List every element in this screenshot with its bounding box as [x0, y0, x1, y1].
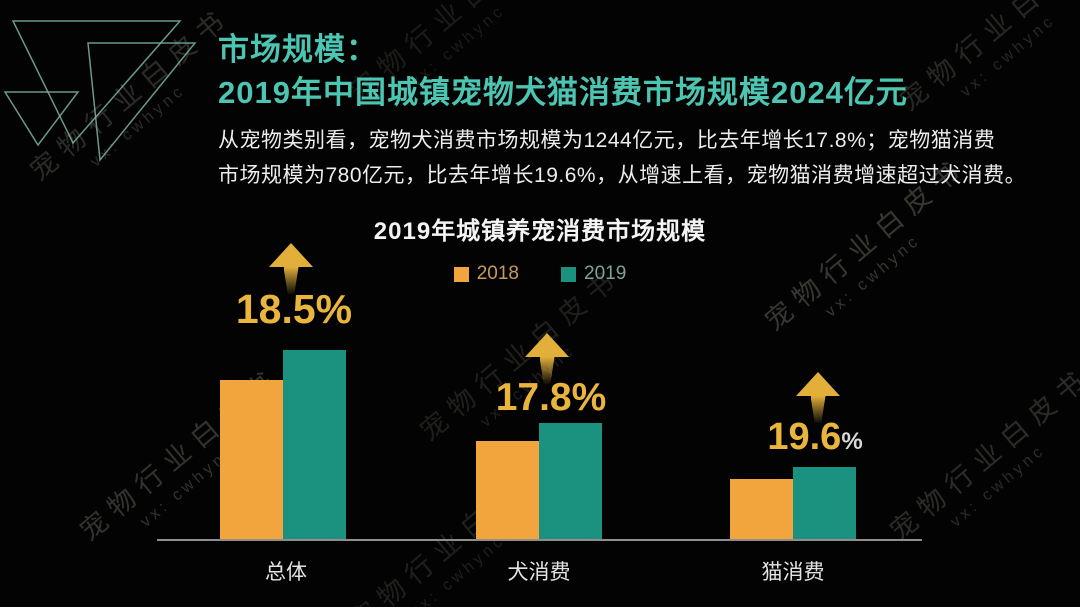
watermark: 宠物行业白皮书 vx: cwhync [880, 356, 1080, 565]
growth-arrow-up-icon [796, 372, 840, 423]
watermark-text: 宠物行业白皮书 [894, 0, 1080, 117]
growth-value: 18.5% [235, 286, 353, 332]
triangles-logo-icon [3, 20, 197, 162]
bar-cat-2019 [793, 467, 856, 540]
category-label-overall: 总体 [265, 561, 307, 584]
arrow-head [796, 372, 840, 396]
bar-dog-2019 [539, 423, 602, 540]
category-label-dog: 犬消费 [507, 561, 571, 584]
bar-group-cat [730, 0, 856, 540]
category-label-cat: 猫消费 [761, 561, 825, 584]
growth-label-overall: 18.5% [184, 286, 404, 333]
growth-arrow-up-icon [525, 333, 569, 384]
arrow-head [269, 243, 313, 267]
bar-overall-2018 [220, 380, 283, 540]
x-axis-line [157, 539, 922, 541]
body-text-line1: 从宠物类别看，宠物犬消费市场规模为1244亿元，比去年增长17.8%；宠物猫消费 [218, 129, 996, 152]
growth-label-dog: 17.8% [441, 376, 661, 420]
page-title-line1: 市场规模： [218, 32, 378, 67]
body-text-line2: 市场规模为780亿元，比去年增长19.6%，从增速上看，宠物猫消费增速超过犬消费… [218, 164, 1027, 187]
legend-swatch-2019 [561, 266, 576, 282]
arrow-tail [810, 396, 826, 423]
bar-cat-2018 [730, 479, 793, 540]
bar-group-overall [220, 0, 346, 540]
growth-value: 17.8% [495, 376, 607, 419]
bar-dog-2018 [476, 441, 539, 540]
legend-label-2018: 2018 [476, 263, 519, 284]
growth-value: 19.6 [767, 416, 842, 458]
chart-title: 2019年城镇养宠消费市场规模 [373, 218, 707, 245]
growth-suffix: % [841, 428, 863, 455]
arrow-head [525, 333, 569, 357]
legend-item-2018: 2018 [453, 263, 519, 285]
watermark-subtext: vx: cwhync [957, 11, 1059, 101]
watermark-subtext: vx: cwhync [947, 441, 1049, 531]
arrow-tail [539, 357, 555, 384]
legend-label-2019: 2019 [584, 263, 627, 284]
bar-group-dog [476, 0, 602, 540]
bar-overall-2019 [283, 350, 346, 540]
arrow-tail [283, 267, 299, 294]
page-title-line2: 2019年中国城镇宠物犬猫消费市场规模2024亿元 [218, 75, 908, 110]
growth-arrow-up-icon [269, 243, 313, 294]
watermark: 宠物行业白皮书 vx: cwhync [890, 0, 1080, 135]
chart-legend: 2018 2019 [0, 263, 1080, 285]
legend-swatch-2018 [453, 266, 469, 282]
legend-item-2019: 2019 [561, 263, 626, 285]
growth-label-cat: 19.6% [705, 416, 925, 459]
